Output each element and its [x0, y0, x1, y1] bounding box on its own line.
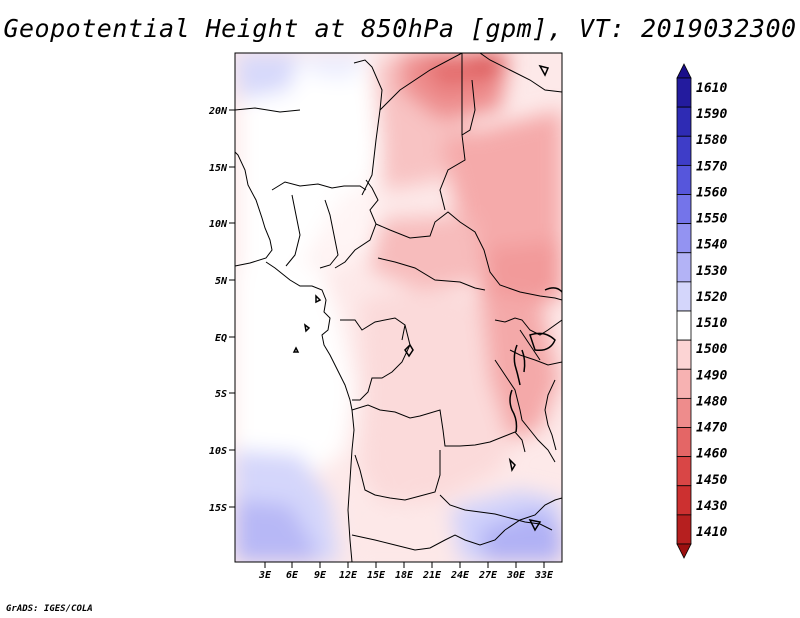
colorbar-label: 1590: [696, 107, 727, 122]
lat-label: 10N: [209, 219, 228, 230]
colorbar-label: 1540: [696, 238, 727, 253]
colorbar-swatch: [676, 194, 692, 225]
colorbar-label: 1530: [696, 264, 727, 279]
lon-label: 33E: [534, 570, 554, 581]
shaded-height-field: [235, 53, 562, 562]
lat-label: 20N: [208, 106, 228, 117]
colorbar-label: 1450: [696, 473, 727, 488]
colorbar-swatch: [676, 135, 692, 166]
colorbar-swatch: [676, 252, 692, 283]
lat-label: 15N: [209, 163, 228, 174]
colorbar-label: 1430: [696, 499, 727, 514]
colorbar-label: 1610: [696, 81, 727, 96]
colorbar-swatch: [676, 63, 692, 79]
lat-labels: 20N 15N 10N 5N EQ 5S 10S 15S: [208, 106, 228, 514]
colorbar-label: 1500: [696, 342, 727, 357]
map-panel: 20N 15N 10N 5N EQ 5S 10S 15S 3E 6E 9E 12…: [208, 52, 563, 581]
colorbar-swatch: [676, 485, 692, 516]
colorbar-swatch: [676, 77, 692, 108]
colorbar-label: 1480: [696, 394, 727, 409]
colorbar-label: 1490: [696, 368, 727, 383]
lat-label: 10S: [209, 446, 227, 457]
lat-label: EQ: [215, 333, 227, 344]
lon-label: 18E: [395, 570, 414, 581]
lon-label: 3E: [258, 570, 272, 581]
colorbar-label: 1550: [696, 212, 727, 227]
colorbar-label: 1470: [696, 421, 727, 436]
colorbar-label: 1570: [696, 159, 727, 174]
colorbar-label: 1520: [696, 290, 727, 305]
lon-label: 21E: [422, 570, 442, 581]
lon-label: 12E: [339, 570, 358, 581]
colorbar-label: 1560: [696, 185, 727, 200]
colorbar-swatch: [676, 339, 692, 370]
colorbar-label: 1410: [696, 525, 727, 540]
colorbar-label: 1460: [696, 447, 727, 462]
colorbar-swatch: [676, 106, 692, 137]
colorbar-swatch: [676, 310, 692, 341]
lon-labels: 3E 6E 9E 12E 15E 18E 21E 24E 27E 30E 33E: [258, 570, 554, 581]
grads-credit: GrADS: IGES/COLA: [6, 604, 93, 614]
lat-label: 5S: [215, 389, 227, 400]
lat-ticks: [229, 109, 235, 508]
lat-label: 15S: [209, 503, 227, 514]
country-borders: [235, 53, 562, 562]
colorbar-label: 1510: [696, 316, 727, 331]
lon-label: 27E: [478, 570, 498, 581]
colorbar-swatch: [676, 427, 692, 458]
colorbar-swatch: [676, 514, 692, 545]
map-title: Geopotential Height at 850hPa [gpm], VT:…: [3, 14, 797, 43]
lon-label: 30E: [506, 570, 526, 581]
lon-label: 15E: [367, 570, 386, 581]
colorbar-swatch: [676, 368, 692, 399]
colorbar-swatch: [676, 164, 692, 195]
map-frame: [234, 52, 563, 563]
colorbar-swatch: [676, 281, 692, 312]
lakes-and-islands: [292, 64, 562, 532]
lon-label: 24E: [450, 570, 470, 581]
colorbar-label: 1580: [696, 133, 727, 148]
colorbar-swatch: [676, 223, 692, 254]
lon-ticks: [264, 562, 545, 568]
lon-label: 6E: [286, 570, 299, 581]
colorbar-swatch: [676, 543, 692, 559]
colorbar: 1610 1590 1580 1570 1560 1550 1540 1530 1520 1510…: [676, 63, 727, 559]
colorbar-swatch: [676, 456, 692, 487]
colorbar-swatch: [676, 397, 692, 428]
lon-label: 9E: [314, 570, 327, 581]
lat-label: 5N: [215, 276, 228, 287]
